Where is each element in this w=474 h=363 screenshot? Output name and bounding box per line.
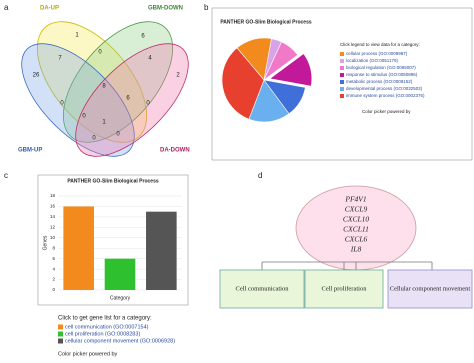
gene: CXCL9 — [345, 205, 368, 214]
chart-title: PANTHER GO-Slim Biological Process — [220, 19, 312, 25]
gene: CXCL11 — [343, 225, 369, 234]
y-tick-label: 18 — [50, 193, 56, 198]
set-label: DA-UP — [40, 6, 59, 12]
diagram-shapes — [219, 185, 473, 309]
category-label: Cell proliferation — [322, 285, 368, 292]
legend-swatch — [340, 73, 344, 77]
panel-letter: d — [258, 171, 262, 180]
region-count: 0 — [92, 136, 96, 142]
y-tick-label: 6 — [52, 256, 55, 261]
legend-swatch — [340, 66, 344, 70]
legend-swatch — [58, 338, 63, 344]
venn-ellipse — [62, 21, 174, 143]
y-tick-label: 16 — [50, 204, 56, 209]
category-node — [219, 269, 305, 309]
legend-label: cell communication (GO:0007154) — [65, 324, 149, 330]
region-count: 7 — [58, 56, 62, 62]
legend-label: localization (GO:0051179) — [346, 58, 398, 63]
y-tick-label: 4 — [52, 266, 55, 271]
region-count: 0 — [60, 101, 64, 107]
gene: CXCL6 — [345, 235, 368, 244]
region-count: 1 — [75, 33, 79, 39]
y-tick-label: 10 — [50, 235, 56, 240]
gene: IL8 — [350, 245, 362, 254]
region-count: 0 — [146, 101, 150, 107]
panel-letter: c — [4, 171, 8, 180]
region-count: 6 — [141, 34, 145, 40]
venn-shapes — [21, 21, 189, 157]
category-label: Cellular component movement — [390, 285, 471, 292]
bar — [63, 206, 94, 290]
bar — [146, 211, 177, 290]
legend-swatch — [340, 52, 344, 56]
legend-label: immune system process (GO:0002376) — [346, 93, 425, 98]
region-count: 0 — [98, 50, 102, 56]
region-count: 0 — [116, 132, 120, 138]
region-count: 1 — [102, 120, 106, 126]
region-count: 2 — [176, 73, 180, 79]
gene: PF4V1 — [344, 195, 366, 204]
venn-ellipse — [21, 43, 135, 157]
legend-title: Click to get gene list for a category: — [58, 316, 152, 322]
chart-title: PANTHER GO-Slim Biological Process — [67, 178, 159, 184]
region-count: 6 — [126, 96, 130, 102]
legend-label: developmental process (GO:0032502) — [346, 86, 423, 91]
pie-slice — [263, 41, 299, 81]
venn-ellipse — [36, 21, 148, 143]
region-count: 0 — [82, 114, 86, 120]
region-count: 26 — [33, 73, 40, 79]
legend-label: response to stimulus (GO:0050896) — [346, 72, 418, 77]
legend-swatch — [340, 80, 344, 84]
y-tick-label: 8 — [52, 245, 55, 250]
gene: CXCL10 — [343, 215, 370, 224]
venn-ellipse — [75, 43, 189, 157]
bar — [104, 258, 136, 290]
y-tick-label: 0 — [52, 287, 55, 292]
panel-letter: a — [4, 3, 9, 12]
pie-slice — [221, 47, 265, 120]
y-tick-label: 12 — [50, 225, 56, 230]
y-tick-label: 2 — [52, 277, 55, 282]
legend-swatch — [340, 87, 344, 91]
category-node — [304, 269, 384, 309]
legend-swatch — [340, 59, 344, 63]
y-axis-label: Genes — [42, 235, 48, 250]
y-tick-label: 14 — [50, 214, 56, 219]
set-label: GBM-DOWN — [148, 6, 183, 12]
region-count: 4 — [148, 56, 152, 62]
legend-label: cell proliferation (GO:0008283) — [65, 331, 140, 337]
set-label: GBM-UP — [18, 148, 42, 154]
category-label: Cell communication — [236, 285, 290, 292]
panel-letter: b — [204, 3, 209, 12]
legend-label: cellular component movement (GO:0006928) — [65, 338, 175, 344]
panel-frame — [211, 7, 473, 161]
x-axis-label: Category — [110, 295, 131, 301]
region-count: 8 — [102, 84, 106, 90]
panel-frame — [37, 174, 189, 306]
legend-swatch — [58, 324, 63, 330]
footer: Color picker powered by — [58, 351, 118, 357]
set-label: DA-DOWN — [160, 148, 190, 154]
legend-swatch — [340, 94, 344, 98]
legend-label: cellular process (GO:0009987) — [346, 51, 408, 56]
category-node — [387, 269, 473, 309]
footer: Color picker powered by — [362, 109, 411, 114]
legend-title: Click legend to view data for a category… — [340, 42, 420, 47]
legend-label: biological regulation (GO:0065007) — [346, 65, 416, 70]
pie-slice — [269, 53, 313, 87]
legend-swatch — [58, 331, 63, 337]
legend-label: metabolic process (GO:0008152) — [346, 79, 413, 84]
